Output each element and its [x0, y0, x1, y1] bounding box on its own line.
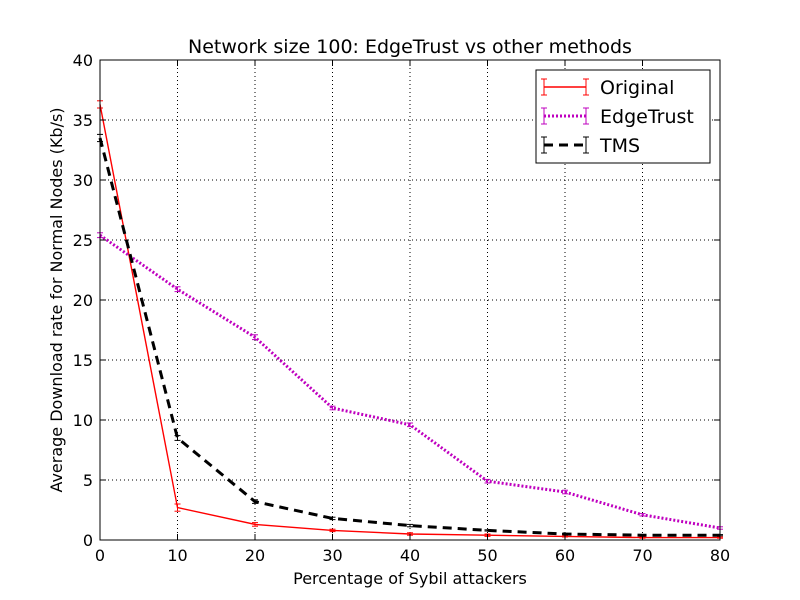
x-tick-label: 60: [555, 546, 575, 565]
y-tick-label: 15: [73, 351, 93, 370]
error-bar: [484, 529, 491, 532]
series-edgetrust: [97, 232, 723, 530]
y-tick-label: 0: [83, 531, 93, 550]
y-tick-label: 40: [73, 51, 93, 70]
legend-label: TMS: [599, 135, 640, 157]
legend: Original EdgeTrust TMS: [535, 69, 711, 164]
error-bar: [639, 513, 646, 517]
error-bar: [252, 522, 258, 527]
legend-label: EdgeTrust: [600, 106, 694, 128]
x-axis-label: Percentage of Sybil attackers: [293, 569, 527, 588]
x-tick-label: 30: [322, 546, 342, 565]
error-bar: [174, 435, 181, 441]
x-tick-label: 70: [632, 546, 652, 565]
error-bar: [174, 503, 181, 512]
legend-item-original: Original: [541, 77, 674, 99]
error-bar: [562, 489, 568, 495]
error-bar: [329, 516, 336, 521]
y-axis-label: Average Download rate for Normal Nodes (…: [47, 107, 66, 492]
y-tick-label: 35: [73, 111, 93, 130]
x-tick-label: 0: [95, 546, 105, 565]
error-bar: [407, 422, 413, 428]
y-tick-label: 20: [73, 291, 93, 310]
error-bar: [252, 334, 258, 341]
x-tick-label: 20: [245, 546, 265, 565]
x-tick-label: 80: [710, 546, 730, 565]
legend-item-edgetrust: EdgeTrust: [541, 106, 694, 128]
error-bar: [252, 499, 258, 504]
chart-title: Network size 100: EdgeTrust vs other met…: [188, 36, 632, 58]
y-tick-label: 10: [73, 411, 93, 430]
x-tick-label: 10: [167, 546, 187, 565]
error-bar: [484, 478, 491, 484]
error-bar: [329, 405, 336, 411]
error-bar: [407, 523, 413, 528]
axis-ticks: 0 10 20 30 40 50 60 70 80 0 5 10 15 20 25 30 35 40: [73, 51, 731, 565]
legend-item-tms: TMS: [541, 135, 640, 157]
y-tick-label: 25: [73, 231, 93, 250]
x-tick-label: 40: [400, 546, 420, 565]
y-tick-label: 30: [73, 171, 93, 190]
error-bar: [329, 528, 336, 533]
y-tick-label: 5: [83, 471, 93, 490]
x-tick-label: 50: [477, 546, 497, 565]
legend-label: Original: [600, 77, 674, 99]
error-bar: [174, 286, 181, 293]
